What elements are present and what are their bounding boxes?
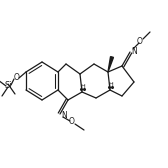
Text: N: N: [61, 111, 67, 119]
Text: O: O: [14, 74, 20, 82]
Text: O: O: [137, 37, 143, 47]
Text: N: N: [131, 47, 137, 55]
Text: O: O: [69, 117, 75, 127]
Text: H: H: [81, 85, 85, 90]
Text: H: H: [109, 82, 113, 88]
Polygon shape: [108, 57, 113, 72]
Text: Si: Si: [4, 81, 12, 91]
